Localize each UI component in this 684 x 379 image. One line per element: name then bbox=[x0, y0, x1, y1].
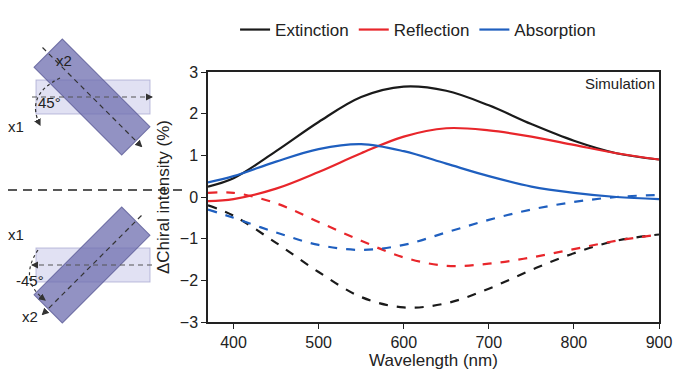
svg-text:700: 700 bbox=[475, 334, 502, 351]
svg-text:−1: −1 bbox=[180, 230, 198, 247]
svg-text:900: 900 bbox=[646, 334, 673, 351]
svg-text:Absorption: Absorption bbox=[514, 21, 595, 40]
svg-text:800: 800 bbox=[561, 334, 588, 351]
svg-text:1: 1 bbox=[189, 147, 198, 164]
svg-text:x1: x1 bbox=[8, 226, 24, 243]
svg-text:3: 3 bbox=[189, 64, 198, 81]
svg-text:400: 400 bbox=[220, 334, 247, 351]
svg-text:-45°: -45° bbox=[16, 272, 44, 289]
svg-text:0: 0 bbox=[189, 189, 198, 206]
svg-text:Wavelength (nm): Wavelength (nm) bbox=[369, 351, 498, 370]
svg-text:−2: −2 bbox=[180, 272, 198, 289]
svg-text:Simulation: Simulation bbox=[585, 75, 655, 92]
svg-text:x1: x1 bbox=[8, 118, 24, 135]
svg-text:x2: x2 bbox=[22, 308, 38, 325]
svg-text:−3: −3 bbox=[180, 314, 198, 331]
svg-text:600: 600 bbox=[390, 334, 417, 351]
svg-text:Reflection: Reflection bbox=[394, 21, 470, 40]
svg-text:2: 2 bbox=[189, 105, 198, 122]
svg-text:ΔChiral intensity (%): ΔChiral intensity (%) bbox=[154, 120, 173, 274]
svg-text:45°: 45° bbox=[38, 94, 61, 111]
svg-text:Extinction: Extinction bbox=[275, 21, 349, 40]
svg-text:500: 500 bbox=[305, 334, 332, 351]
svg-text:x2: x2 bbox=[56, 52, 72, 69]
